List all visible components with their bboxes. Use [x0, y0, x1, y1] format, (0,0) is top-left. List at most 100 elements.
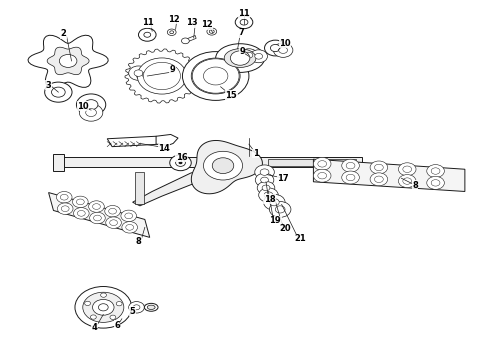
Circle shape [137, 58, 187, 94]
Circle shape [75, 287, 132, 328]
Circle shape [264, 194, 285, 210]
Circle shape [318, 161, 327, 167]
Circle shape [74, 208, 89, 219]
Circle shape [275, 206, 285, 213]
Text: 13: 13 [186, 18, 198, 27]
Circle shape [89, 201, 104, 212]
Circle shape [73, 196, 88, 208]
Circle shape [133, 305, 140, 310]
Circle shape [342, 171, 359, 184]
Circle shape [60, 194, 68, 200]
Circle shape [90, 212, 105, 224]
Circle shape [125, 213, 133, 219]
Circle shape [279, 47, 288, 53]
Circle shape [261, 177, 269, 183]
Circle shape [240, 49, 258, 62]
Circle shape [427, 165, 444, 177]
Circle shape [255, 165, 274, 179]
Circle shape [116, 302, 122, 306]
Circle shape [109, 208, 117, 214]
Circle shape [273, 43, 293, 57]
Circle shape [79, 104, 103, 121]
Circle shape [181, 38, 189, 44]
Circle shape [346, 162, 355, 169]
Circle shape [374, 164, 383, 171]
Circle shape [191, 58, 240, 94]
Circle shape [93, 300, 114, 315]
Text: 7: 7 [238, 28, 244, 37]
Polygon shape [185, 36, 196, 42]
Circle shape [270, 44, 280, 51]
Polygon shape [107, 136, 161, 147]
Circle shape [262, 185, 270, 191]
Text: 11: 11 [143, 18, 154, 27]
Circle shape [137, 67, 158, 83]
Polygon shape [314, 159, 465, 192]
Circle shape [192, 59, 239, 93]
Text: 1: 1 [253, 149, 259, 158]
Circle shape [370, 173, 388, 186]
Circle shape [150, 75, 159, 81]
Text: 10: 10 [77, 102, 89, 111]
Circle shape [105, 206, 121, 217]
Circle shape [212, 158, 234, 174]
Circle shape [203, 67, 228, 85]
Text: 3: 3 [46, 81, 51, 90]
Circle shape [207, 28, 217, 35]
Circle shape [139, 28, 156, 41]
Circle shape [86, 109, 97, 117]
Ellipse shape [147, 305, 155, 310]
Circle shape [122, 222, 138, 233]
Text: 20: 20 [279, 224, 291, 233]
Text: 10: 10 [279, 39, 291, 48]
Circle shape [264, 192, 273, 198]
Circle shape [427, 176, 444, 189]
Ellipse shape [224, 49, 256, 67]
Circle shape [110, 220, 118, 226]
Bar [53, 154, 64, 171]
Bar [135, 172, 144, 204]
Circle shape [175, 159, 185, 166]
Circle shape [110, 315, 116, 319]
Circle shape [314, 157, 331, 170]
Circle shape [346, 174, 355, 181]
Polygon shape [49, 193, 150, 237]
Text: 8: 8 [412, 180, 418, 189]
Circle shape [398, 163, 416, 176]
Circle shape [100, 293, 106, 297]
Circle shape [77, 211, 85, 216]
Text: 12: 12 [201, 20, 213, 29]
Circle shape [431, 168, 440, 174]
Circle shape [76, 94, 106, 116]
Polygon shape [156, 134, 178, 145]
Circle shape [98, 304, 108, 311]
Text: 15: 15 [225, 91, 237, 100]
Circle shape [398, 175, 416, 188]
Circle shape [121, 210, 137, 222]
Circle shape [84, 100, 98, 110]
Circle shape [257, 181, 275, 194]
Circle shape [170, 31, 173, 34]
Circle shape [265, 40, 286, 56]
Ellipse shape [145, 303, 158, 311]
Circle shape [403, 178, 412, 184]
Text: 8: 8 [136, 237, 141, 246]
Circle shape [370, 161, 388, 174]
Text: 16: 16 [175, 153, 187, 162]
Text: 9: 9 [239, 47, 245, 56]
Circle shape [61, 206, 69, 212]
Circle shape [209, 30, 214, 33]
Circle shape [270, 202, 291, 217]
Circle shape [126, 225, 134, 230]
Circle shape [250, 50, 268, 63]
Bar [245, 157, 362, 167]
Circle shape [93, 204, 100, 210]
Bar [62, 157, 201, 167]
Circle shape [235, 16, 253, 29]
Circle shape [167, 29, 176, 36]
Circle shape [318, 172, 327, 179]
Polygon shape [191, 140, 263, 194]
Circle shape [51, 87, 65, 97]
Text: 21: 21 [295, 234, 307, 243]
Circle shape [203, 151, 243, 180]
